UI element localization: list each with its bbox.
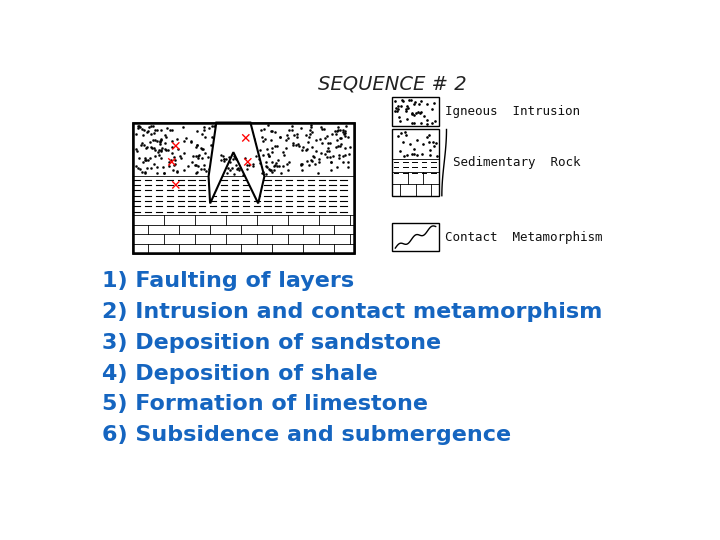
Text: Igneous  Intrusion: Igneous Intrusion (445, 105, 580, 118)
Bar (132, 177, 354, 215)
Polygon shape (209, 123, 264, 204)
Bar (132, 123, 354, 253)
Bar (132, 123, 354, 177)
Text: 6) Subsidence and submergence: 6) Subsidence and submergence (102, 425, 510, 445)
Text: 4) Deposition of shale: 4) Deposition of shale (102, 363, 377, 383)
Bar (392, 130, 438, 195)
Text: 2) Intrusion and contact metamorphism: 2) Intrusion and contact metamorphism (102, 302, 602, 322)
Text: ✕: ✕ (169, 140, 181, 154)
Text: Sedimentary  Rock: Sedimentary Rock (453, 156, 580, 169)
Text: ✕: ✕ (169, 179, 181, 193)
Bar (132, 123, 354, 253)
Text: SEQUENCE # 2: SEQUENCE # 2 (318, 74, 467, 93)
Text: ✕: ✕ (166, 156, 177, 170)
Bar (132, 215, 354, 253)
Text: 5) Formation of limestone: 5) Formation of limestone (102, 394, 428, 414)
Text: 1) Faulting of layers: 1) Faulting of layers (102, 271, 354, 291)
Text: 3) Deposition of sandstone: 3) Deposition of sandstone (102, 333, 441, 353)
Bar (392, 97, 438, 126)
Bar (392, 224, 438, 251)
Text: ✕: ✕ (239, 132, 251, 146)
Text: Contact  Metamorphism: Contact Metamorphism (445, 231, 603, 244)
Text: ✕: ✕ (241, 156, 253, 170)
